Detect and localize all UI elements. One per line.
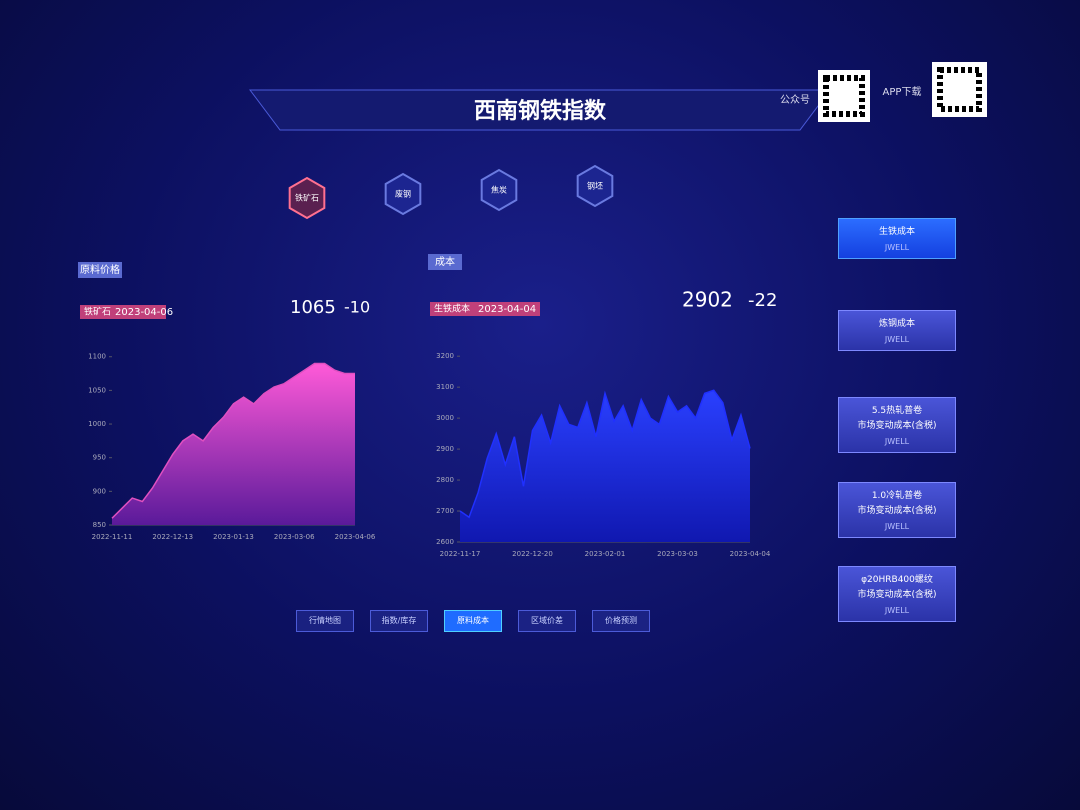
qr-pattern [823, 75, 865, 117]
button-text: JWELL [884, 243, 910, 252]
nav-label: 钢坯 [587, 181, 603, 191]
button-text: 市场变动成本(含税) [857, 421, 937, 431]
change: -10 [344, 298, 370, 317]
x-tick-label: 2022-12-20 [512, 550, 553, 558]
y-tick-label: 2800 [436, 476, 454, 484]
nav-hex[interactable] [384, 172, 422, 216]
nav-label: 铁矿石 [295, 193, 319, 203]
nav-hex[interactable] [480, 168, 518, 212]
nav-label: 焦炭 [491, 185, 507, 195]
panel-title: 原料价格 [80, 263, 120, 276]
y-tick-label: 3200 [436, 352, 454, 360]
side-button[interactable]: 5.5热轧普卷市场变动成本(含税) JWELL [838, 397, 956, 453]
date: 2023-04-06 [115, 307, 173, 318]
nav-hex[interactable] [288, 176, 326, 220]
y-tick-label: 950 [93, 454, 106, 462]
y-tick-label: 2600 [436, 538, 454, 546]
title: 西南钢铁指数 [474, 98, 607, 124]
qr-pattern [937, 67, 982, 112]
qr-label: APP下载 [883, 86, 922, 98]
button-text: 生铁成本 [878, 227, 915, 237]
tag: 铁矿石 [84, 306, 111, 318]
date: 2023-04-04 [478, 304, 536, 315]
panel-title-box [78, 262, 122, 278]
tab[interactable]: 区域价差 [518, 610, 576, 632]
tag-box [80, 305, 166, 319]
side-button[interactable]: 炼钢成本 JWELL [838, 310, 956, 351]
y-tick-label: 3100 [436, 383, 454, 391]
x-tick-label: 2023-04-04 [730, 550, 771, 558]
side-button[interactable]: 生铁成本 JWELL [838, 218, 956, 259]
panel-title: 成本 [435, 255, 455, 268]
tab[interactable]: 行情地图 [296, 610, 354, 632]
y-tick-label: 1000 [88, 420, 106, 428]
nav-hex[interactable] [576, 164, 614, 208]
qr-label: 公众号 [780, 94, 810, 106]
x-tick-label: 2022-12-13 [152, 533, 193, 541]
x-tick-label: 2022-11-17 [440, 550, 481, 558]
area [112, 363, 355, 525]
button-text: 炼钢成本 [878, 319, 915, 329]
value: 1065 [290, 297, 336, 318]
y-tick-label: 1050 [88, 386, 106, 394]
tag: 生铁成本 [434, 303, 470, 315]
button-text: 市场变动成本(含税) [857, 506, 937, 516]
button-text: JWELL [884, 522, 910, 531]
value: 2902 [682, 288, 733, 312]
y-tick-label: 1100 [88, 353, 106, 361]
y-tick-label: 2700 [436, 507, 454, 515]
panel-title-box [428, 254, 462, 270]
change: -22 [748, 290, 777, 311]
button-text: 5.5热轧普卷 [871, 406, 923, 416]
button-text: φ20HRB400螺纹 [861, 575, 933, 585]
line [459, 389, 751, 519]
button-text: 市场变动成本(含税) [857, 590, 937, 600]
nav-label: 废钢 [395, 189, 411, 199]
tab[interactable]: 价格预测 [592, 610, 650, 632]
area [460, 390, 750, 542]
y-tick-label: 2900 [436, 445, 454, 453]
x-tick-label: 2023-01-13 [213, 533, 254, 541]
y-tick-label: 850 [93, 521, 106, 529]
button-text: JWELL [884, 437, 910, 446]
x-tick-label: 2023-04-06 [335, 533, 376, 541]
side-button[interactable]: 1.0冷轧普卷市场变动成本(含税) JWELL [838, 482, 956, 538]
x-tick-label: 2023-02-01 [585, 550, 626, 558]
x-tick-label: 2023-03-06 [274, 533, 315, 541]
tab[interactable]: 原料成本 [444, 610, 502, 632]
button-text: JWELL [884, 335, 910, 344]
title-frame [249, 89, 831, 131]
x-tick-label: 2022-11-11 [92, 533, 133, 541]
line [111, 362, 355, 519]
tab[interactable]: 指数/库存 [370, 610, 428, 632]
button-text: 1.0冷轧普卷 [871, 491, 923, 501]
button-text: JWELL [884, 606, 910, 615]
x-tick-label: 2023-03-03 [657, 550, 698, 558]
y-tick-label: 3000 [436, 414, 454, 422]
y-tick-label: 900 [93, 487, 106, 495]
tag-box [430, 302, 540, 316]
side-button[interactable]: φ20HRB400螺纹 市场变动成本(含税) JWELL [838, 566, 956, 622]
